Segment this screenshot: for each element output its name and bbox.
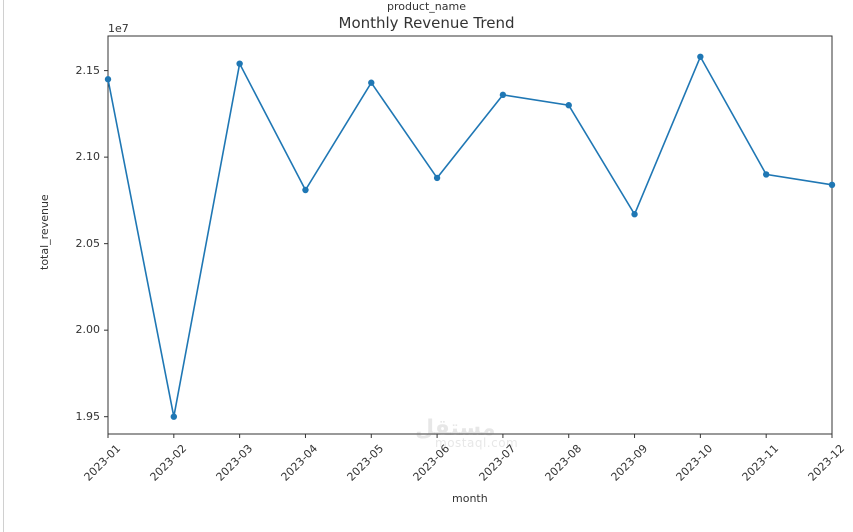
data-point <box>434 175 440 181</box>
y-tick-label: 2.00 <box>62 323 100 336</box>
data-point <box>302 187 308 193</box>
data-point <box>105 76 111 82</box>
data-point <box>171 413 177 419</box>
y-tick-label: 2.10 <box>62 150 100 163</box>
watermark-sub: mostaql.com <box>435 436 518 450</box>
chart-svg <box>0 0 853 532</box>
y-tick-label: 2.15 <box>62 64 100 77</box>
data-point <box>631 211 637 217</box>
y-tick-label: 2.05 <box>62 237 100 250</box>
chart-frame: product_name Monthly Revenue Trend 1e7 t… <box>0 0 853 532</box>
data-point <box>829 182 835 188</box>
data-point <box>500 92 506 98</box>
data-point <box>236 60 242 66</box>
data-point <box>697 54 703 60</box>
data-point <box>566 102 572 108</box>
y-tick-label: 1.95 <box>62 410 100 423</box>
data-point <box>368 80 374 86</box>
data-point <box>763 171 769 177</box>
